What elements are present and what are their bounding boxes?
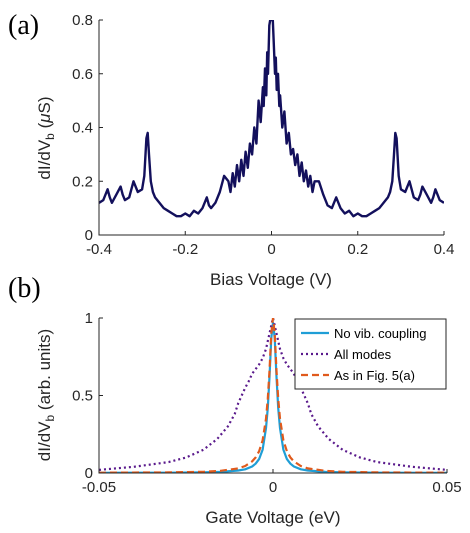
legend-entry-0: No vib. coupling bbox=[334, 326, 427, 341]
panel-b-plot-area bbox=[99, 318, 447, 473]
panel-b-x-tick-label: 0.05 bbox=[432, 479, 461, 496]
panel-b-label: (b) bbox=[8, 273, 41, 304]
panel-a-y-axis-label-group: dI/dVb (μS) bbox=[35, 96, 57, 179]
panel-a-axis-lines bbox=[98, 20, 444, 236]
panel-b-series-line-2 bbox=[99, 318, 447, 473]
panel-b-y-tick-label: 0.5 bbox=[72, 388, 93, 405]
panel-a-series-line-0 bbox=[99, 20, 444, 218]
panel-a-x-tick-label: 0.2 bbox=[347, 241, 368, 258]
legend-entry-1: All modes bbox=[334, 347, 392, 362]
panel-b-legend: No vib. coupling All modes As in Fig. 5(a) bbox=[294, 318, 447, 390]
panel-b-y-axis-label: dI/dVb (arb. units) bbox=[35, 329, 57, 461]
panel-a-axes: -0.4 -0.2 0 0.2 0.4 0 0.2 0.4 0.6 0.8 bbox=[72, 12, 454, 258]
panel-a-x-axis-label: Bias Voltage (V) bbox=[210, 270, 332, 289]
panel-a-chart: -0.4 -0.2 0 0.2 0.4 0 0.2 0.4 0.6 0.8 Bias Voltag… bbox=[35, 12, 454, 289]
panel-b-x-tick-label: 0 bbox=[269, 479, 277, 496]
panel-b-y-tick-label: 0 bbox=[85, 465, 93, 482]
panel-a-label: (a) bbox=[8, 10, 39, 41]
legend-box bbox=[294, 318, 447, 390]
panel-b-y-axis-label-group: dI/dVb (arb. units) bbox=[35, 329, 57, 461]
panel-a-x-tick-label: -0.4 bbox=[86, 241, 112, 258]
panel-a-x-tick-label: 0 bbox=[267, 241, 275, 258]
panel-a-y-tick-label: 0.2 bbox=[72, 173, 93, 190]
panel-a-x-tick-label: -0.2 bbox=[172, 241, 198, 258]
panel-b-x-axis-label: Gate Voltage (eV) bbox=[205, 508, 340, 527]
panel-a-y-axis-label: dI/dVb (μS) bbox=[35, 96, 57, 179]
panel-a-y-tick-label: 0.4 bbox=[72, 120, 93, 137]
panel-b-y-tick-label: 1 bbox=[85, 310, 93, 327]
legend-entry-2: As in Fig. 5(a) bbox=[334, 368, 415, 383]
panel-a-plot-area bbox=[99, 20, 444, 218]
panel-a-x-tick-label: 0.4 bbox=[434, 241, 455, 258]
panel-a-y-tick-label: 0 bbox=[85, 227, 93, 244]
panel-a-y-tick-label: 0.8 bbox=[72, 12, 93, 29]
panel-b-x-tick-label: -0.05 bbox=[82, 479, 116, 496]
panel-b-series-line-1 bbox=[99, 318, 447, 471]
panel-a-y-tick-label: 0.6 bbox=[72, 66, 93, 83]
